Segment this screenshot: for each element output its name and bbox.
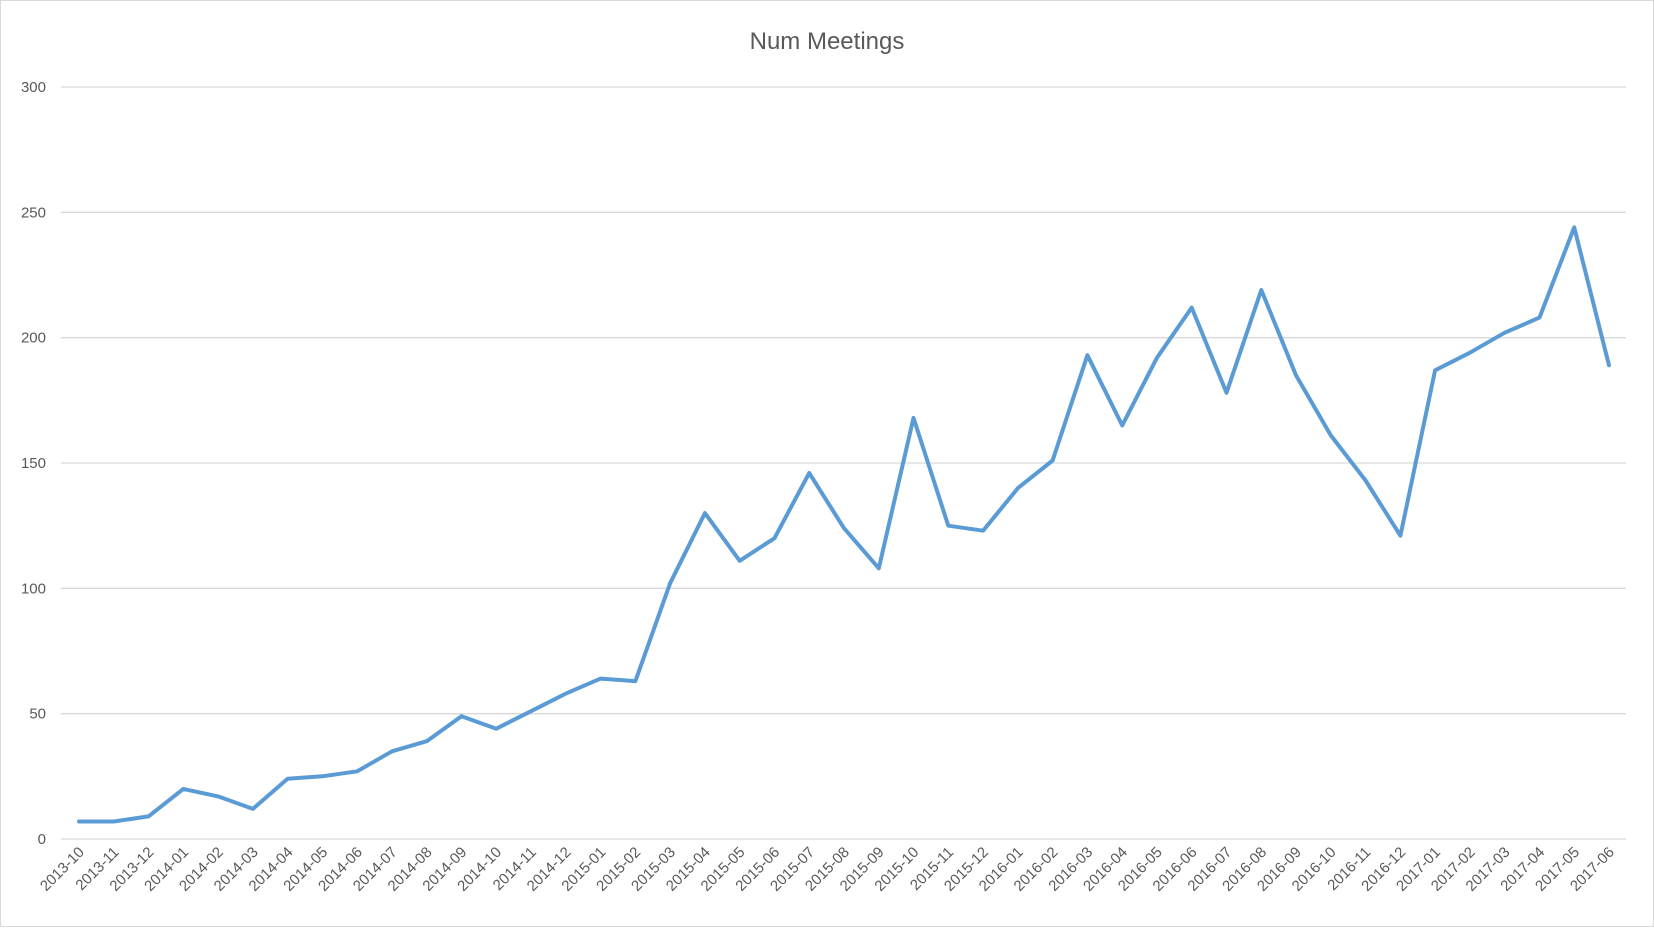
data-point — [807, 471, 812, 476]
data-point — [1294, 373, 1299, 378]
data-point — [459, 714, 464, 719]
data-point — [1537, 315, 1542, 320]
data-point — [250, 806, 255, 811]
y-tick-label: 50 — [29, 706, 46, 723]
data-point — [1363, 478, 1368, 483]
data-point — [1085, 353, 1090, 358]
y-tick-label: 150 — [21, 455, 46, 472]
gridlines — [61, 86, 1626, 840]
data-point — [598, 676, 603, 681]
data-point — [563, 691, 568, 696]
data-point — [1467, 350, 1472, 355]
data-point — [1015, 486, 1020, 491]
data-point — [981, 528, 986, 533]
x-axis-tick-labels: 2013-102013-112013-122014-012014-022014-… — [37, 844, 1618, 895]
data-point — [1572, 225, 1577, 230]
data-point — [77, 819, 82, 824]
data-point — [181, 786, 186, 791]
data-point — [702, 511, 707, 516]
data-point — [1224, 390, 1229, 395]
data-point — [1433, 368, 1438, 373]
data-point — [1607, 363, 1612, 368]
data-point — [1120, 423, 1125, 428]
data-point — [737, 558, 742, 563]
data-point — [424, 739, 429, 744]
data-point — [320, 774, 325, 779]
data-point — [772, 536, 777, 541]
data-point — [111, 819, 116, 824]
data-point — [355, 769, 360, 774]
data-point — [1502, 330, 1507, 335]
data-point — [1189, 305, 1194, 310]
data-point — [529, 709, 534, 714]
data-point — [146, 814, 151, 819]
data-point — [911, 415, 916, 420]
data-point — [842, 526, 847, 531]
data-point — [389, 749, 394, 754]
data-point — [1328, 433, 1333, 438]
data-point — [1398, 533, 1403, 538]
data-point — [494, 726, 499, 731]
data-point — [1050, 458, 1055, 463]
data-point — [668, 581, 673, 586]
data-point — [1259, 288, 1264, 293]
y-tick-label: 200 — [21, 330, 46, 347]
y-axis-tick-labels: 0 50 100 150 200 250 300 — [21, 79, 46, 848]
data-point — [876, 566, 881, 571]
data-point — [1154, 355, 1159, 360]
series-layer — [77, 225, 1612, 824]
y-tick-label: 300 — [21, 79, 46, 96]
series-line — [77, 225, 1611, 824]
y-tick-label: 250 — [21, 204, 46, 221]
y-tick-label: 100 — [21, 580, 46, 597]
data-point — [285, 776, 290, 781]
chart-title: Num Meetings — [750, 28, 905, 55]
data-point — [633, 679, 638, 684]
y-tick-label: 0 — [38, 831, 46, 848]
data-point — [946, 523, 951, 528]
data-point — [216, 794, 221, 799]
